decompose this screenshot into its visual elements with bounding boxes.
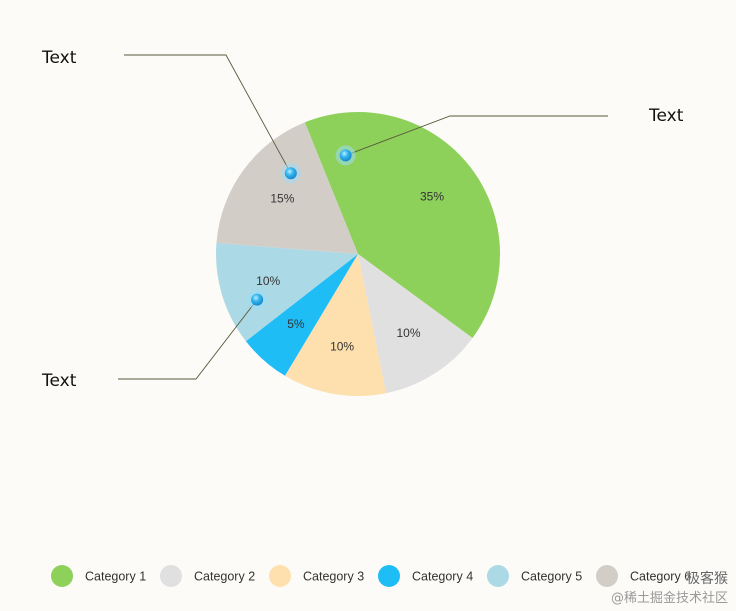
legend-swatch	[269, 565, 291, 587]
callout-1: Text	[41, 48, 301, 184]
callout-leader-line	[345, 115, 608, 156]
legend: Category 1 Category 2 Category 3 Category 4…	[51, 565, 691, 587]
watermark-line1: 极客猴	[686, 571, 728, 587]
slice-label-category-2: 10%	[396, 326, 420, 340]
pie-slice-category-2[interactable]	[358, 254, 473, 394]
legend-label: Category 1	[85, 570, 146, 584]
callout-text: Text	[41, 371, 77, 391]
slice-label-category-4: 5%	[287, 317, 305, 331]
legend-item-category-5[interactable]: Category 5	[487, 565, 582, 587]
pie-slice-category-1[interactable]	[304, 111, 501, 338]
slice-label-category-3: 10%	[330, 339, 354, 353]
callout-text: Text	[41, 48, 77, 68]
legend-swatch	[487, 565, 509, 587]
slice-label-category-6: 15%	[270, 192, 294, 206]
legend-item-category-4[interactable]: Category 4	[378, 565, 473, 587]
legend-swatch	[51, 565, 73, 587]
callout-leader-line	[118, 299, 258, 380]
callout-marker-dot[interactable]	[251, 293, 264, 306]
pie-slice-category-5[interactable]	[215, 242, 358, 342]
callouts: Text Text Text	[41, 48, 684, 391]
legend-item-category-6[interactable]: Category 6	[596, 565, 691, 587]
legend-label: Category 2	[194, 570, 255, 584]
callout-3: Text	[41, 289, 268, 391]
callout-marker-dot[interactable]	[284, 167, 297, 180]
slice-label-category-5: 10%	[256, 274, 280, 288]
percent-labels: 35% 10% 10% 5% 10% 15%	[256, 190, 444, 354]
slice-label-category-1: 35%	[420, 190, 444, 204]
legend-item-category-1[interactable]: Category 1	[51, 565, 146, 587]
pie-slice-category-6[interactable]	[216, 122, 358, 254]
watermark: 极客猴 @稀土掘金技术社区	[611, 569, 728, 609]
legend-swatch	[596, 565, 618, 587]
watermark-line2: @稀土掘金技术社区	[610, 591, 728, 606]
legend-item-category-3[interactable]: Category 3	[269, 565, 364, 587]
callout-marker-dot[interactable]	[339, 149, 352, 162]
legend-item-category-2[interactable]: Category 2	[160, 565, 255, 587]
callout-2: Text	[335, 106, 684, 166]
legend-label: Category 6	[630, 570, 691, 584]
pie-slice-category-3[interactable]	[284, 254, 387, 396]
legend-swatch	[378, 565, 400, 587]
legend-label: Category 4	[412, 570, 473, 584]
legend-label: Category 3	[303, 570, 364, 584]
pie-slice-category-4[interactable]	[245, 254, 358, 376]
legend-swatch	[160, 565, 182, 587]
legend-label: Category 5	[521, 570, 582, 584]
pie-slices	[215, 111, 501, 396]
callout-text: Text	[648, 106, 684, 126]
callout-leader-line	[124, 54, 292, 174]
